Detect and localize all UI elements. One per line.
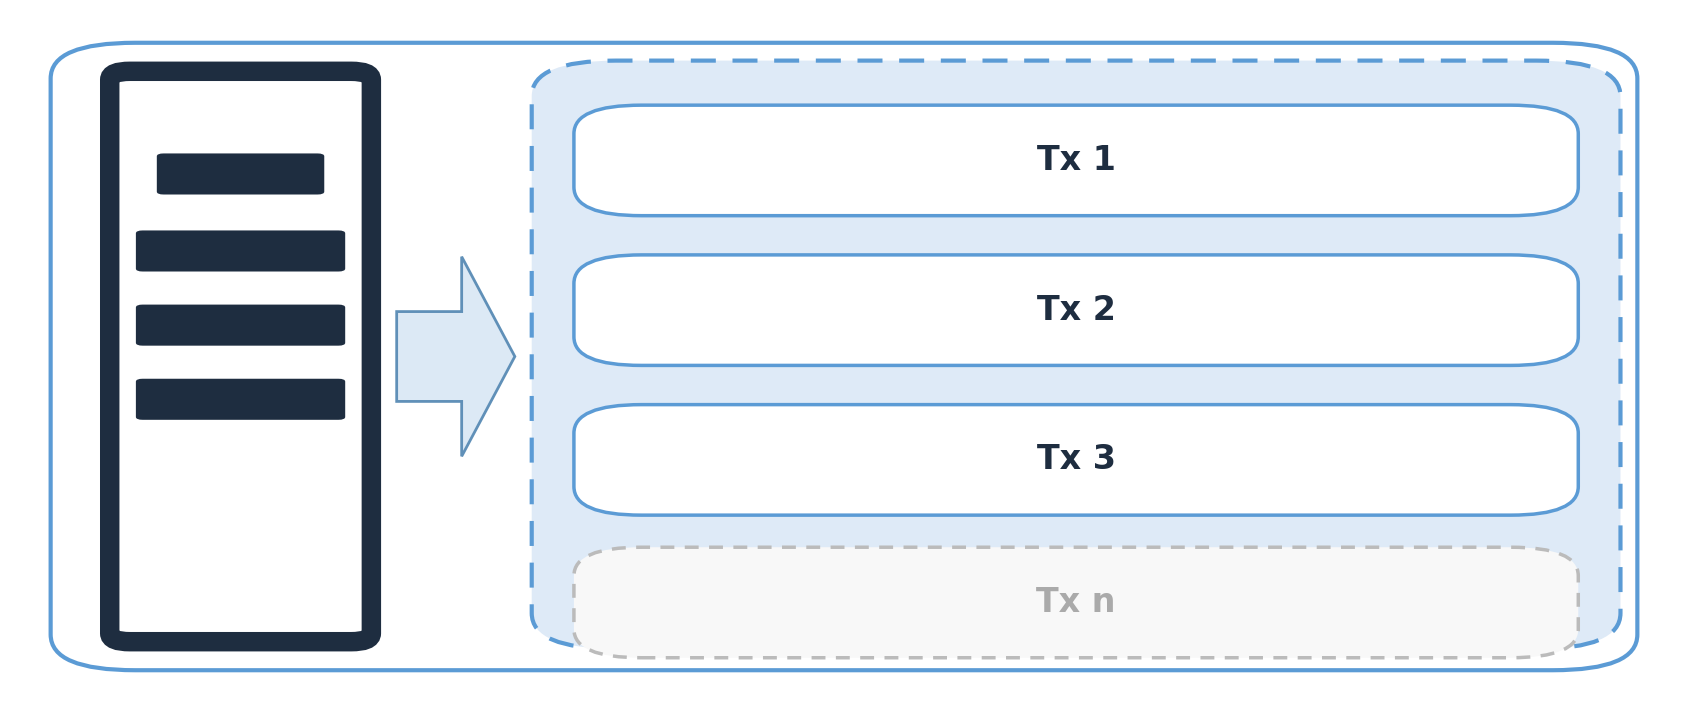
FancyBboxPatch shape — [574, 548, 1578, 657]
FancyBboxPatch shape — [135, 230, 344, 272]
FancyBboxPatch shape — [532, 61, 1620, 649]
Text: Tx 1: Tx 1 — [1036, 144, 1116, 177]
Polygon shape — [397, 257, 515, 456]
Text: Tx 2: Tx 2 — [1036, 294, 1116, 327]
Text: Tx 3: Tx 3 — [1036, 443, 1116, 476]
Text: Tx n: Tx n — [1036, 586, 1116, 619]
FancyBboxPatch shape — [574, 405, 1578, 515]
FancyBboxPatch shape — [157, 153, 324, 195]
FancyBboxPatch shape — [135, 379, 344, 420]
FancyBboxPatch shape — [574, 255, 1578, 366]
FancyBboxPatch shape — [574, 106, 1578, 215]
FancyBboxPatch shape — [135, 304, 344, 346]
FancyBboxPatch shape — [110, 71, 371, 642]
FancyBboxPatch shape — [51, 43, 1637, 670]
